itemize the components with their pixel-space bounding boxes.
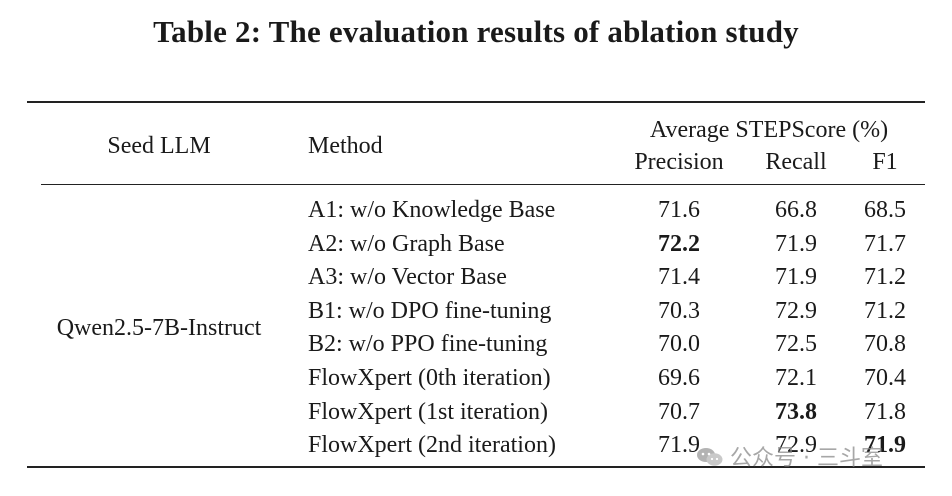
cell-recall: 71.9 <box>775 264 817 291</box>
cell-precision: 72.2 <box>658 230 700 257</box>
cell-precision: 70.7 <box>658 398 700 425</box>
wechat-icon <box>696 446 724 468</box>
header-precision: Precision <box>634 149 724 175</box>
cell-precision: 70.0 <box>658 331 700 358</box>
cell-recall: 71.9 <box>775 230 817 257</box>
cell-precision: 70.3 <box>658 297 700 324</box>
cell-f1: 71.8 <box>864 398 906 425</box>
cell-f1: 70.8 <box>864 331 906 358</box>
cell-recall: 66.8 <box>775 197 817 223</box>
header-recall: Recall <box>765 149 827 175</box>
header-average-stepscore: Average STEPScore (%) <box>649 117 889 143</box>
cell-method: FlowXpert (1st iteration) <box>308 398 548 425</box>
cell-precision: 71.6 <box>658 197 700 223</box>
watermark-text: 公众号 · 三斗室 <box>730 446 883 471</box>
cell-precision: 71.9 <box>658 432 700 459</box>
cell-recall: 72.5 <box>775 331 817 358</box>
cell-f1: 70.4 <box>864 365 906 391</box>
header-f1: F1 <box>872 149 898 175</box>
cell-method: FlowXpert (0th iteration) <box>308 365 551 391</box>
cell-f1: 68.5 <box>864 197 906 223</box>
table-caption: Table 2: The evaluation results of ablat… <box>153 14 799 49</box>
watermark: 公众号 · 三斗室 <box>696 440 883 472</box>
cell-recall: 72.1 <box>775 365 817 391</box>
cell-f1: 71.2 <box>864 297 906 324</box>
table-bottom-rule <box>27 466 925 468</box>
cell-f1: 71.9 <box>864 432 906 459</box>
cell-f1: 71.2 <box>864 264 906 291</box>
cell-precision: 71.4 <box>658 264 700 291</box>
cell-recall: 72.9 <box>775 432 817 459</box>
header-seed-llm: Seed LLM <box>107 133 211 159</box>
table-header-rule <box>41 184 925 185</box>
header-method: Method <box>308 133 383 159</box>
cell-method: A2: w/o Graph Base <box>308 230 505 257</box>
cell-method: B1: w/o DPO fine-tuning <box>308 297 552 324</box>
cell-f1: 71.7 <box>864 230 906 257</box>
cell-recall: 72.9 <box>775 297 817 324</box>
cell-recall: 73.8 <box>775 398 817 425</box>
cell-precision: 69.6 <box>658 365 700 391</box>
cell-method: FlowXpert (2nd iteration) <box>308 432 556 459</box>
cell-method: A3: w/o Vector Base <box>308 264 507 291</box>
cell-method: A1: w/o Knowledge Base <box>308 197 556 223</box>
table-top-rule <box>27 101 925 103</box>
seed-model-name: Qwen2.5-7B-Instruct <box>56 315 262 341</box>
cell-method: B2: w/o PPO fine-tuning <box>308 331 548 358</box>
